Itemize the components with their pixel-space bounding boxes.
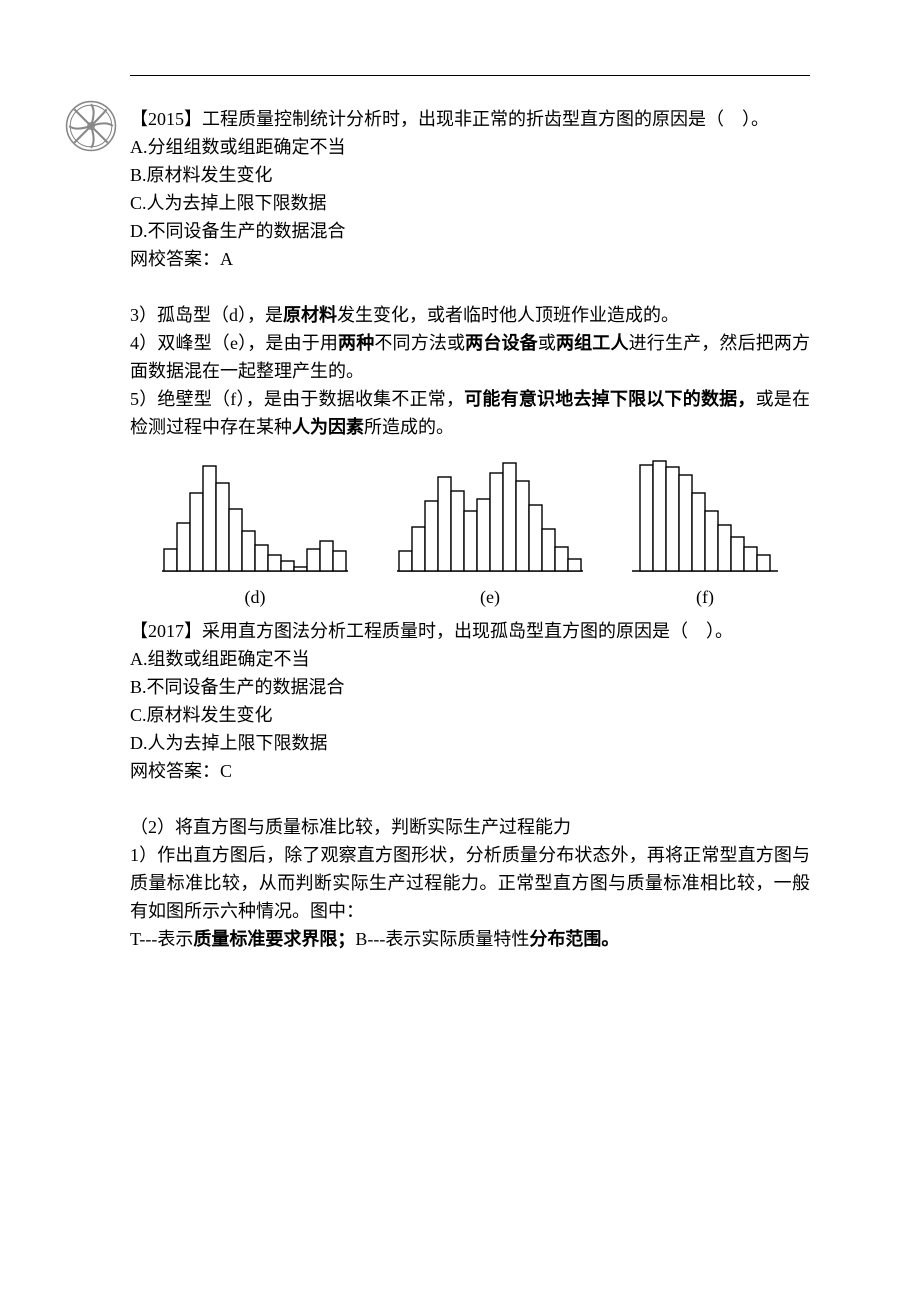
section2-tb-defs: T---表示质量标准要求界限；B---表示实际质量特性分布范围。 <box>130 925 810 953</box>
histogram-e-svg <box>395 451 585 581</box>
histogram-d: (d) <box>160 451 350 611</box>
q2015-option-b: B.原材料发生变化 <box>130 161 810 189</box>
text-run: 或 <box>538 333 556 353</box>
bold-term: 原材料 <box>283 305 337 325</box>
q2017-answer: 网校答案：C <box>130 757 810 785</box>
histogram-e-label: (e) <box>480 583 500 611</box>
histogram-f-svg <box>630 451 780 581</box>
bold-term: 分布范围。 <box>529 929 619 949</box>
text-run: 发生变化，或者临时他人顶班作业造成的。 <box>337 305 679 325</box>
text-run: 3）孤岛型（d），是 <box>130 305 283 325</box>
histogram-e: (e) <box>395 451 585 611</box>
q2017-stem: 【2017】采用直方图法分析工程质量时，出现孤岛型直方图的原因是（ ）。 <box>130 617 810 645</box>
q2015-option-c: C.人为去掉上限下限数据 <box>130 189 810 217</box>
logo-icon <box>65 100 117 152</box>
histogram-d-svg <box>160 451 350 581</box>
histogram-d-label: (d) <box>245 583 266 611</box>
page: 【2015】工程质量控制统计分析时，出现非正常的折齿型直方图的原因是（ ）。 A… <box>0 0 920 1302</box>
q2017-option-c: C.原材料发生变化 <box>130 701 810 729</box>
type-island-desc: 3）孤岛型（d），是原材料发生变化，或者临时他人顶班作业造成的。 <box>130 301 810 329</box>
section2-body: 1）作出直方图后，除了观察直方图形状，分析质量分布状态外，再将正常型直方图与质量… <box>130 841 810 925</box>
q2015-option-d: D.不同设备生产的数据混合 <box>130 217 810 245</box>
content-body: 【2015】工程质量控制统计分析时，出现非正常的折齿型直方图的原因是（ ）。 A… <box>130 70 810 953</box>
text-run: 5）绝壁型（f），是由于数据收集不正常， <box>130 389 464 409</box>
text-run: T---表示 <box>130 929 193 949</box>
bold-term: 两台设备 <box>465 333 538 353</box>
q2015-option-a: A.分组组数或组距确定不当 <box>130 133 810 161</box>
text-run: 所造成的。 <box>364 417 454 437</box>
type-cliff-desc: 5）绝壁型（f），是由于数据收集不正常，可能有意识地去掉下限以下的数据，或是在检… <box>130 385 810 441</box>
text-run: 4）双峰型（e），是由于用 <box>130 333 338 353</box>
text-run: B---表示实际质量特性 <box>355 929 529 949</box>
bold-term: 两组工人 <box>556 333 629 353</box>
histogram-f: (f) <box>630 451 780 611</box>
q2017-option-b: B.不同设备生产的数据混合 <box>130 673 810 701</box>
q2017-option-a: A.组数或组距确定不当 <box>130 645 810 673</box>
text-run: 不同方法或 <box>374 333 465 353</box>
q2015-answer: 网校答案：A <box>130 245 810 273</box>
histogram-f-label: (f) <box>696 583 714 611</box>
q2015-stem: 【2015】工程质量控制统计分析时，出现非正常的折齿型直方图的原因是（ ）。 <box>130 105 810 133</box>
bold-term: 质量标准要求界限； <box>193 929 355 949</box>
histogram-row: (d) (e) (f) <box>130 451 810 611</box>
bold-term: 人为因素 <box>292 417 364 437</box>
header-rule <box>130 75 810 76</box>
bold-term: 两种 <box>338 333 374 353</box>
bold-term: 可能有意识地去掉下限以下的数据， <box>464 389 755 409</box>
q2017-option-d: D.人为去掉上限下限数据 <box>130 729 810 757</box>
type-bimodal-desc: 4）双峰型（e），是由于用两种不同方法或两台设备或两组工人进行生产，然后把两方面… <box>130 329 810 385</box>
section2-heading: （2）将直方图与质量标准比较，判断实际生产过程能力 <box>130 813 810 841</box>
